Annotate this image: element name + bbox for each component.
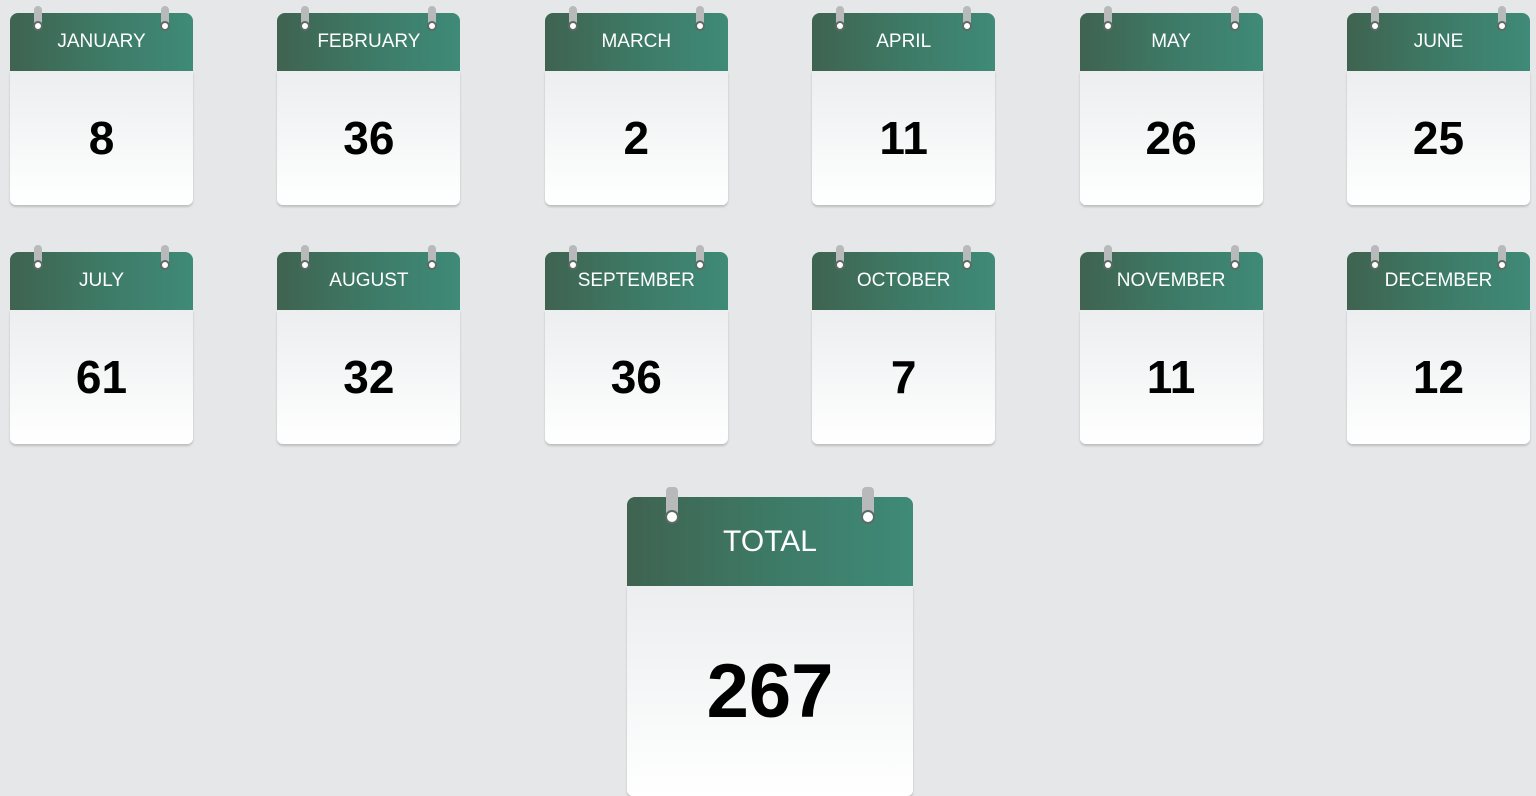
calendar-ring [835, 245, 846, 271]
card-value: 267 [627, 586, 913, 796]
calendar-card: APRIL 11 [812, 6, 996, 205]
calendar-ring [33, 245, 43, 271]
card-value: 25 [1347, 71, 1530, 205]
calendar-card: MAY 26 [1079, 6, 1263, 205]
calendar-ring [427, 245, 438, 271]
card-value: 12 [1347, 310, 1530, 444]
calendar-card: OCTOBER 7 [812, 245, 996, 444]
calendar-ring [567, 245, 578, 271]
calendar-ring [694, 6, 705, 32]
calendar-card: JUNE 25 [1347, 6, 1530, 205]
card-value: 11 [1079, 310, 1263, 444]
calendar-ring [427, 6, 438, 32]
card-value: 26 [1079, 71, 1263, 205]
calendar-ring [567, 6, 578, 32]
calendar-ring [1229, 245, 1240, 271]
calendar-card: DECEMBER 12 [1347, 245, 1530, 444]
calendar-ring [160, 6, 170, 32]
calendar-ring [665, 486, 679, 524]
calendar-card: TOTAL 267 [627, 486, 913, 796]
card-value: 11 [812, 71, 996, 205]
calendar-ring [300, 245, 311, 271]
calendar-ring [962, 6, 973, 32]
calendar-card: MARCH 2 [544, 6, 728, 205]
calendar-card: JANUARY 8 [10, 6, 193, 205]
calendar-card: NOVEMBER 11 [1079, 245, 1263, 444]
calendar-card: SEPTEMBER 36 [544, 245, 728, 444]
calendar-ring [861, 486, 875, 524]
card-value: 7 [812, 310, 996, 444]
calendar-ring [33, 6, 43, 32]
calendar-card: JULY 61 [10, 245, 193, 444]
card-value: 2 [544, 71, 728, 205]
calendar-ring [962, 245, 973, 271]
calendar-ring [694, 245, 705, 271]
card-value: 61 [10, 310, 193, 444]
card-value: 36 [544, 310, 728, 444]
calendar-ring [1497, 245, 1507, 271]
calendar-ring [160, 245, 170, 271]
calendar-ring [1370, 6, 1380, 32]
calendar-ring [1102, 245, 1113, 271]
calendar-ring [835, 6, 846, 32]
card-value: 8 [10, 71, 193, 205]
calendar-ring [1102, 6, 1113, 32]
calendar-ring [1229, 6, 1240, 32]
card-value: 36 [277, 71, 461, 205]
card-value: 32 [277, 310, 461, 444]
calendar-ring [1370, 245, 1380, 271]
calendar-ring [1497, 6, 1507, 32]
calendar-card: FEBRUARY 36 [277, 6, 461, 205]
calendar-ring [300, 6, 311, 32]
calendar-card: AUGUST 32 [277, 245, 461, 444]
